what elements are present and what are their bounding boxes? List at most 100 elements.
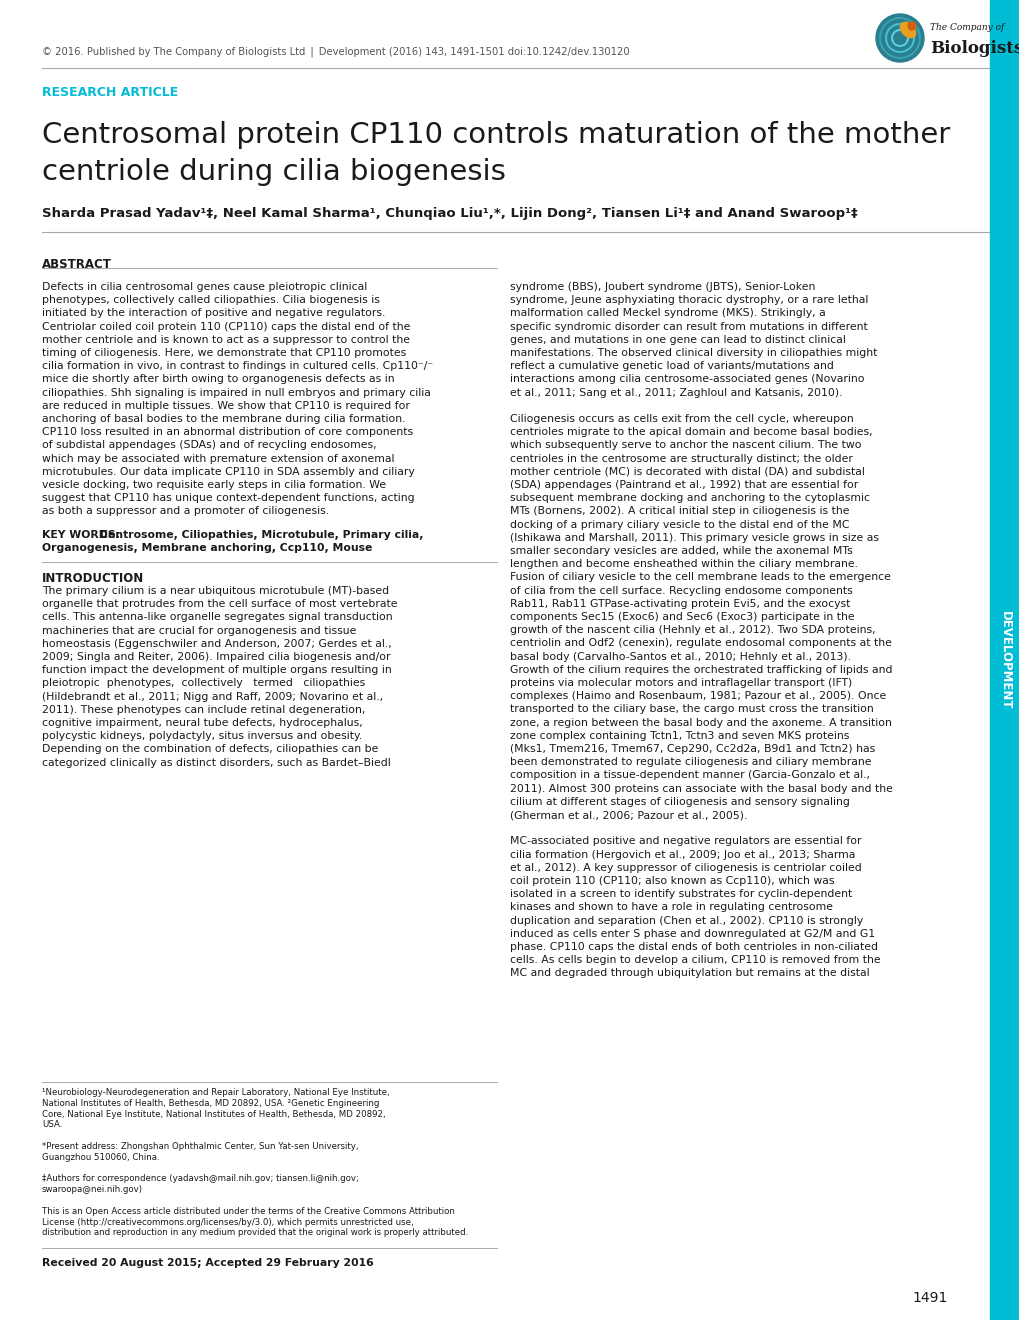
Text: phenotypes, collectively called ciliopathies. Cilia biogenesis is: phenotypes, collectively called ciliopat… (42, 296, 379, 305)
Circle shape (907, 22, 915, 30)
Text: centriole during cilia biogenesis: centriole during cilia biogenesis (42, 158, 505, 186)
Text: centrioles migrate to the apical domain and become basal bodies,: centrioles migrate to the apical domain … (510, 428, 872, 437)
Text: timing of ciliogenesis. Here, we demonstrate that CP110 promotes: timing of ciliogenesis. Here, we demonst… (42, 348, 406, 358)
Text: *Present address: Zhongshan Ophthalmic Center, Sun Yat-sen University,: *Present address: Zhongshan Ophthalmic C… (42, 1142, 358, 1151)
Text: © 2016. Published by The Company of Biologists Ltd | Development (2016) 143, 149: © 2016. Published by The Company of Biol… (42, 46, 629, 57)
Text: et al., 2011; Sang et al., 2011; Zaghloul and Katsanis, 2010).: et al., 2011; Sang et al., 2011; Zaghlou… (510, 388, 842, 397)
Text: syndrome (BBS), Joubert syndrome (JBTS), Senior-Loken: syndrome (BBS), Joubert syndrome (JBTS),… (510, 282, 814, 292)
Text: The primary cilium is a near ubiquitous microtubule (MT)-based: The primary cilium is a near ubiquitous … (42, 586, 388, 597)
Text: et al., 2012). A key suppressor of ciliogenesis is centriolar coiled: et al., 2012). A key suppressor of cilio… (510, 863, 861, 873)
Text: manifestations. The observed clinical diversity in ciliopathies might: manifestations. The observed clinical di… (510, 348, 876, 358)
Text: microtubules. Our data implicate CP110 in SDA assembly and ciliary: microtubules. Our data implicate CP110 i… (42, 467, 415, 477)
Text: docking of a primary ciliary vesicle to the distal end of the MC: docking of a primary ciliary vesicle to … (510, 520, 849, 529)
Text: (SDA) appendages (Paintrand et al., 1992) that are essential for: (SDA) appendages (Paintrand et al., 1992… (510, 480, 857, 490)
Text: genes, and mutations in one gene can lead to distinct clinical: genes, and mutations in one gene can lea… (510, 335, 845, 345)
Text: swaroopa@nei.nih.gov): swaroopa@nei.nih.gov) (42, 1185, 143, 1195)
Text: smaller secondary vesicles are added, while the axonemal MTs: smaller secondary vesicles are added, wh… (510, 546, 852, 556)
Text: MTs (Bornens, 2002). A critical initial step in ciliogenesis is the: MTs (Bornens, 2002). A critical initial … (510, 507, 849, 516)
Text: components Sec15 (Exoc6) and Sec6 (Exoc3) participate in the: components Sec15 (Exoc6) and Sec6 (Exoc3… (510, 612, 854, 622)
Text: induced as cells enter S phase and downregulated at G2/M and G1: induced as cells enter S phase and downr… (510, 929, 874, 939)
Text: Rab11, Rab11 GTPase-activating protein Evi5, and the exocyst: Rab11, Rab11 GTPase-activating protein E… (510, 599, 850, 609)
Text: been demonstrated to regulate ciliogenesis and ciliary membrane: been demonstrated to regulate ciliogenes… (510, 758, 870, 767)
Text: zone complex containing Tctn1, Tctn3 and seven MKS proteins: zone complex containing Tctn1, Tctn3 and… (510, 731, 849, 741)
Text: transported to the ciliary base, the cargo must cross the transition: transported to the ciliary base, the car… (510, 705, 873, 714)
Text: malformation called Meckel syndrome (MKS). Strikingly, a: malformation called Meckel syndrome (MKS… (510, 309, 825, 318)
Text: ‡Authors for correspondence (yadavsh@mail.nih.gov; tiansen.li@nih.gov;: ‡Authors for correspondence (yadavsh@mai… (42, 1175, 359, 1184)
Text: cells. As cells begin to develop a cilium, CP110 is removed from the: cells. As cells begin to develop a ciliu… (510, 956, 879, 965)
Text: Guangzhou 510060, China.: Guangzhou 510060, China. (42, 1152, 159, 1162)
Text: 2009; Singla and Reiter, 2006). Impaired cilia biogenesis and/or: 2009; Singla and Reiter, 2006). Impaired… (42, 652, 390, 663)
Bar (989, 0, 1019, 1320)
Text: (Mks1, Tmem216, Tmem67, Cep290, Cc2d2a, B9d1 and Tctn2) has: (Mks1, Tmem216, Tmem67, Cep290, Cc2d2a, … (510, 744, 874, 754)
Text: Growth of the cilium requires the orchestrated trafficking of lipids and: Growth of the cilium requires the orches… (510, 665, 892, 675)
Text: Ciliogenesis occurs as cells exit from the cell cycle, whereupon: Ciliogenesis occurs as cells exit from t… (510, 414, 853, 424)
Text: centrioles in the centrosome are structurally distinct; the older: centrioles in the centrosome are structu… (510, 454, 852, 463)
Text: cilia formation in vivo, in contrast to findings in cultured cells. Cp110⁻/⁻: cilia formation in vivo, in contrast to … (42, 362, 433, 371)
Text: ciliopathies. Shh signaling is impaired in null embryos and primary cilia: ciliopathies. Shh signaling is impaired … (42, 388, 430, 397)
Text: mother centriole (MC) is decorated with distal (DA) and subdistal: mother centriole (MC) is decorated with … (510, 467, 864, 477)
Text: phase. CP110 caps the distal ends of both centrioles in non-ciliated: phase. CP110 caps the distal ends of bot… (510, 942, 877, 952)
Text: cilia formation (Hergovich et al., 2009; Joo et al., 2013; Sharma: cilia formation (Hergovich et al., 2009;… (510, 850, 855, 859)
Text: 1491: 1491 (911, 1291, 947, 1305)
Text: machineries that are crucial for organogenesis and tissue: machineries that are crucial for organog… (42, 626, 356, 636)
Text: organelle that protrudes from the cell surface of most vertebrate: organelle that protrudes from the cell s… (42, 599, 397, 610)
Text: proteins via molecular motors and intraflagellar transport (IFT): proteins via molecular motors and intraf… (510, 678, 852, 688)
Text: reflect a cumulative genetic load of variants/mutations and: reflect a cumulative genetic load of var… (510, 362, 834, 371)
Text: CP110 loss resulted in an abnormal distribution of core components: CP110 loss resulted in an abnormal distr… (42, 428, 413, 437)
Text: specific syndromic disorder can result from mutations in different: specific syndromic disorder can result f… (510, 322, 867, 331)
Text: centriolin and Odf2 (cenexin), regulate endosomal components at the: centriolin and Odf2 (cenexin), regulate … (510, 639, 891, 648)
Text: which may be associated with premature extension of axonemal: which may be associated with premature e… (42, 454, 394, 463)
Text: This is an Open Access article distributed under the terms of the Creative Commo: This is an Open Access article distribut… (42, 1206, 454, 1216)
Text: coil protein 110 (CP110; also known as Ccp110), which was: coil protein 110 (CP110; also known as C… (510, 876, 834, 886)
Text: cells. This antenna-like organelle segregates signal transduction: cells. This antenna-like organelle segre… (42, 612, 392, 623)
Text: Defects in cilia centrosomal genes cause pleiotropic clinical: Defects in cilia centrosomal genes cause… (42, 282, 367, 292)
Text: duplication and separation (Chen et al., 2002). CP110 is strongly: duplication and separation (Chen et al.,… (510, 916, 862, 925)
Text: National Institutes of Health, Bethesda, MD 20892, USA. ²Genetic Engineering: National Institutes of Health, Bethesda,… (42, 1098, 379, 1107)
Text: zone, a region between the basal body and the axoneme. A transition: zone, a region between the basal body an… (510, 718, 891, 727)
Text: of subdistal appendages (SDAs) and of recycling endosomes,: of subdistal appendages (SDAs) and of re… (42, 441, 376, 450)
Text: The Company of: The Company of (929, 22, 1004, 32)
Text: Centrosome, Ciliopathies, Microtubule, Primary cilia,: Centrosome, Ciliopathies, Microtubule, P… (100, 529, 423, 540)
Text: DEVELOPMENT: DEVELOPMENT (998, 611, 1011, 709)
Text: Centrosomal protein CP110 controls maturation of the mother: Centrosomal protein CP110 controls matur… (42, 121, 950, 149)
Text: (Hildebrandt et al., 2011; Nigg and Raff, 2009; Novarino et al.,: (Hildebrandt et al., 2011; Nigg and Raff… (42, 692, 383, 702)
Text: syndrome, Jeune asphyxiating thoracic dystrophy, or a rare lethal: syndrome, Jeune asphyxiating thoracic dy… (510, 296, 867, 305)
Text: interactions among cilia centrosome-associated genes (Novarino: interactions among cilia centrosome-asso… (510, 375, 864, 384)
Text: lengthen and become ensheathed within the ciliary membrane.: lengthen and become ensheathed within th… (510, 560, 857, 569)
Text: isolated in a screen to identify substrates for cyclin-dependent: isolated in a screen to identify substra… (510, 890, 852, 899)
Text: INTRODUCTION: INTRODUCTION (42, 572, 144, 585)
Text: Organogenesis, Membrane anchoring, Ccp110, Mouse: Organogenesis, Membrane anchoring, Ccp11… (42, 543, 372, 553)
Text: anchoring of basal bodies to the membrane during cilia formation.: anchoring of basal bodies to the membran… (42, 414, 406, 424)
Text: License (http://creativecommons.org/licenses/by/3.0), which permits unrestricted: License (http://creativecommons.org/lice… (42, 1217, 414, 1226)
Text: kinases and shown to have a role in regulating centrosome: kinases and shown to have a role in regu… (510, 903, 833, 912)
Circle shape (875, 15, 923, 62)
Text: Biologists: Biologists (929, 40, 1019, 57)
Text: are reduced in multiple tissues. We show that CP110 is required for: are reduced in multiple tissues. We show… (42, 401, 410, 411)
Text: growth of the nascent cilia (Hehnly et al., 2012). Two SDA proteins,: growth of the nascent cilia (Hehnly et a… (510, 626, 874, 635)
Text: suggest that CP110 has unique context-dependent functions, acting: suggest that CP110 has unique context-de… (42, 494, 414, 503)
Text: subsequent membrane docking and anchoring to the cytoplasmic: subsequent membrane docking and anchorin… (510, 494, 869, 503)
Text: MC-associated positive and negative regulators are essential for: MC-associated positive and negative regu… (510, 837, 861, 846)
Text: ¹Neurobiology-Neurodegeneration and Repair Laboratory, National Eye Institute,: ¹Neurobiology-Neurodegeneration and Repa… (42, 1088, 389, 1097)
Text: polycystic kidneys, polydactyly, situs inversus and obesity.: polycystic kidneys, polydactyly, situs i… (42, 731, 362, 742)
Text: Received 20 August 2015; Accepted 29 February 2016: Received 20 August 2015; Accepted 29 Feb… (42, 1258, 373, 1269)
Text: 2011). These phenotypes can include retinal degeneration,: 2011). These phenotypes can include reti… (42, 705, 365, 715)
Text: Core, National Eye Institute, National Institutes of Health, Bethesda, MD 20892,: Core, National Eye Institute, National I… (42, 1110, 385, 1118)
Text: Depending on the combination of defects, ciliopathies can be: Depending on the combination of defects,… (42, 744, 378, 755)
Text: categorized clinically as distinct disorders, such as Bardet–Biedl: categorized clinically as distinct disor… (42, 758, 390, 768)
Text: MC and degraded through ubiquitylation but remains at the distal: MC and degraded through ubiquitylation b… (510, 969, 869, 978)
Text: function impact the development of multiple organs resulting in: function impact the development of multi… (42, 665, 391, 676)
Text: mice die shortly after birth owing to organogenesis defects as in: mice die shortly after birth owing to or… (42, 375, 394, 384)
Text: initiated by the interaction of positive and negative regulators.: initiated by the interaction of positive… (42, 309, 385, 318)
Text: Sharda Prasad Yadav¹‡, Neel Kamal Sharma¹, Chunqiao Liu¹,*, Lijin Dong², Tiansen: Sharda Prasad Yadav¹‡, Neel Kamal Sharma… (42, 206, 857, 219)
Text: composition in a tissue-dependent manner (Garcia-Gonzalo et al.,: composition in a tissue-dependent manner… (510, 771, 869, 780)
Text: which subsequently serve to anchor the nascent cilium. The two: which subsequently serve to anchor the n… (510, 441, 861, 450)
Text: complexes (Haimo and Rosenbaum, 1981; Pazour et al., 2005). Once: complexes (Haimo and Rosenbaum, 1981; Pa… (510, 692, 886, 701)
Text: Centriolar coiled coil protein 110 (CP110) caps the distal end of the: Centriolar coiled coil protein 110 (CP11… (42, 322, 410, 331)
Text: of cilia from the cell surface. Recycling endosome components: of cilia from the cell surface. Recyclin… (510, 586, 852, 595)
Text: distribution and reproduction in any medium provided that the original work is p: distribution and reproduction in any med… (42, 1229, 468, 1237)
Text: as both a suppressor and a promoter of ciliogenesis.: as both a suppressor and a promoter of c… (42, 507, 329, 516)
Text: (Gherman et al., 2006; Pazour et al., 2005).: (Gherman et al., 2006; Pazour et al., 20… (510, 810, 747, 820)
Text: (Ishikawa and Marshall, 2011). This primary vesicle grows in size as: (Ishikawa and Marshall, 2011). This prim… (510, 533, 878, 543)
Text: RESEARCH ARTICLE: RESEARCH ARTICLE (42, 87, 178, 99)
